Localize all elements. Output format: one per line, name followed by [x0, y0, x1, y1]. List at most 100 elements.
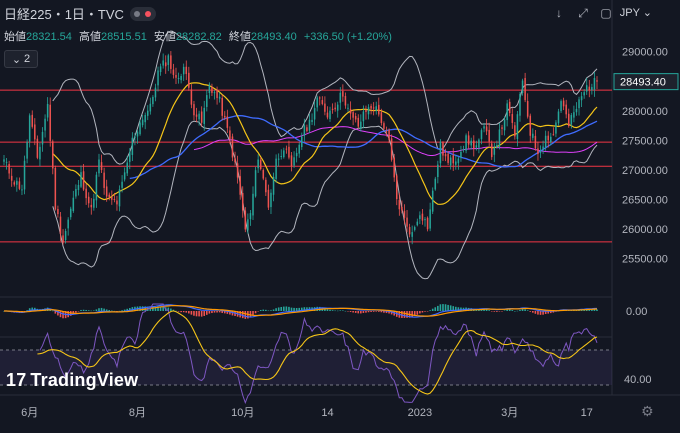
- candle-body: [398, 200, 401, 210]
- candle-body: [480, 130, 483, 140]
- fullscreen-icon[interactable]: ⤢: [578, 6, 588, 20]
- candle-body: [316, 97, 318, 108]
- time-tick-label: 2023: [408, 407, 432, 419]
- currency-selector[interactable]: JPY ⌄: [620, 6, 652, 19]
- candle-body: [285, 148, 288, 150]
- moving-average-20: [52, 82, 598, 205]
- candle-body: [52, 141, 54, 169]
- candle-body: [259, 159, 262, 170]
- maximize-icon[interactable]: ▢: [600, 6, 612, 20]
- candle-body: [537, 148, 539, 155]
- candle-body: [434, 178, 437, 190]
- candle-body: [324, 103, 326, 112]
- macd-histogram-bar: [257, 311, 259, 312]
- macd-histogram-bar: [252, 311, 254, 316]
- indicators-toggle-button[interactable]: ⌄ 2: [4, 50, 38, 68]
- candle-body: [216, 89, 218, 98]
- candle-body: [77, 184, 80, 191]
- candle-body: [406, 217, 408, 227]
- macd-histogram-bar: [365, 311, 367, 313]
- macd-histogram-bar: [442, 304, 444, 311]
- macd-histogram-bar: [529, 311, 532, 312]
- macd-histogram-bar: [416, 311, 419, 315]
- candle-body: [41, 131, 44, 145]
- candle-body: [95, 174, 98, 201]
- macd-histogram-bar: [447, 304, 449, 311]
- candle-body: [473, 140, 475, 149]
- macd-histogram-bar: [519, 309, 521, 311]
- down-arrow-icon[interactable]: ↓: [556, 6, 562, 20]
- macd-histogram-bar: [449, 305, 452, 311]
- candle-body: [437, 164, 439, 178]
- macd-histogram-bar: [326, 309, 329, 311]
- macd-histogram-bar: [218, 311, 221, 313]
- candle-body: [126, 162, 128, 174]
- candle-body: [54, 167, 57, 210]
- tv-logo-icon: 17: [6, 370, 27, 390]
- macd-histogram-bar: [272, 309, 275, 311]
- macd-histogram-bar: [488, 310, 490, 311]
- candle-body: [388, 129, 390, 140]
- candle-body: [552, 134, 555, 136]
- macd-histogram-bar: [249, 311, 252, 318]
- candle-body: [141, 119, 144, 126]
- candle-body: [221, 97, 223, 116]
- macd-histogram-bar: [290, 307, 293, 311]
- macd-histogram-bar: [596, 309, 598, 311]
- macd-histogram-bar: [198, 311, 200, 317]
- macd-histogram-bar: [259, 309, 262, 311]
- macd-histogram-bar: [329, 309, 331, 311]
- macd-histogram-bar: [419, 311, 421, 314]
- candle-body: [511, 114, 514, 123]
- macd-histogram-bar: [57, 311, 59, 316]
- last-price-box: [613, 73, 679, 91]
- candle-body: [496, 145, 498, 148]
- candle-body: [555, 122, 557, 134]
- macd-histogram-bar: [77, 311, 80, 312]
- macd-histogram-bar: [483, 309, 485, 311]
- candle-body: [85, 188, 87, 199]
- macd-histogram-bar: [90, 310, 93, 312]
- candle-body: [408, 227, 411, 235]
- candle-body: [36, 138, 39, 158]
- macd-histogram-bar: [334, 310, 336, 312]
- macd-histogram-bar: [216, 311, 218, 313]
- candle-body: [200, 111, 203, 123]
- currency-label: JPY: [619, 7, 640, 19]
- macd-histogram-bar: [85, 309, 87, 311]
- candle-body: [31, 114, 34, 127]
- macd-histogram-bar: [193, 311, 195, 316]
- macd-histogram-bar: [231, 311, 234, 316]
- symbol-title[interactable]: 日経225・1日・TVC: [4, 7, 124, 22]
- candle-body: [596, 80, 598, 82]
- candle-body: [449, 157, 452, 166]
- time-tick-label: 14: [321, 407, 333, 419]
- macd-histogram-bar: [490, 311, 493, 312]
- candle-body: [211, 86, 213, 93]
- macd-histogram-bar: [357, 311, 360, 314]
- candle-body: [452, 155, 455, 164]
- gear-icon[interactable]: ⚙: [641, 403, 654, 419]
- candle-body: [159, 66, 162, 73]
- candle-body: [544, 135, 547, 147]
- candle-body: [514, 125, 516, 137]
- candle-body: [439, 141, 442, 164]
- candle-body: [526, 101, 529, 117]
- market-status-icon[interactable]: [129, 6, 156, 21]
- candle-body: [93, 198, 95, 208]
- candle-body: [575, 108, 578, 113]
- macd-histogram-bar: [223, 311, 226, 314]
- candle-body: [424, 219, 426, 221]
- candle-body: [583, 92, 585, 96]
- candle-body: [311, 119, 313, 123]
- close-value: 28493.40: [250, 31, 297, 43]
- macd-histogram-bar: [390, 311, 393, 315]
- candle-body: [455, 161, 457, 165]
- candle-body: [506, 103, 508, 121]
- candle-body: [203, 107, 206, 124]
- macd-histogram-bar: [229, 311, 231, 315]
- macd-histogram-bar: [524, 309, 526, 311]
- macd-histogram-bar: [547, 311, 550, 314]
